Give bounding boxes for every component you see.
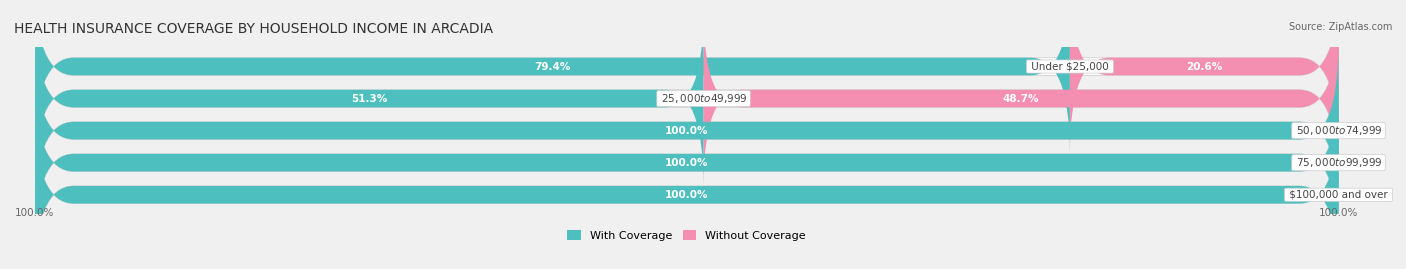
Text: 100.0%: 100.0%: [665, 190, 709, 200]
Text: 100.0%: 100.0%: [665, 158, 709, 168]
Text: 0.0%: 0.0%: [1339, 126, 1365, 136]
FancyBboxPatch shape: [703, 11, 1339, 186]
Text: 100.0%: 100.0%: [665, 126, 709, 136]
FancyBboxPatch shape: [35, 0, 1339, 154]
Text: 0.0%: 0.0%: [1339, 190, 1365, 200]
FancyBboxPatch shape: [35, 75, 1339, 250]
Text: 0.0%: 0.0%: [1339, 158, 1365, 168]
Text: Under $25,000: Under $25,000: [1028, 62, 1112, 72]
Text: 100.0%: 100.0%: [15, 208, 55, 218]
FancyBboxPatch shape: [35, 107, 1339, 269]
FancyBboxPatch shape: [35, 43, 1339, 218]
Text: $50,000 to $74,999: $50,000 to $74,999: [1294, 124, 1384, 137]
Text: $25,000 to $49,999: $25,000 to $49,999: [658, 92, 749, 105]
FancyBboxPatch shape: [35, 11, 703, 186]
Legend: With Coverage, Without Coverage: With Coverage, Without Coverage: [562, 225, 810, 245]
FancyBboxPatch shape: [35, 75, 1339, 250]
FancyBboxPatch shape: [35, 11, 1339, 186]
FancyBboxPatch shape: [1070, 0, 1339, 154]
FancyBboxPatch shape: [35, 0, 1070, 154]
FancyBboxPatch shape: [35, 107, 1339, 269]
Text: $75,000 to $99,999: $75,000 to $99,999: [1294, 156, 1384, 169]
Text: 48.7%: 48.7%: [1002, 94, 1039, 104]
Text: 51.3%: 51.3%: [352, 94, 387, 104]
Text: 79.4%: 79.4%: [534, 62, 571, 72]
FancyBboxPatch shape: [35, 43, 1339, 218]
Text: HEALTH INSURANCE COVERAGE BY HOUSEHOLD INCOME IN ARCADIA: HEALTH INSURANCE COVERAGE BY HOUSEHOLD I…: [14, 22, 494, 36]
Text: 100.0%: 100.0%: [1319, 208, 1358, 218]
Text: 20.6%: 20.6%: [1187, 62, 1222, 72]
Text: Source: ZipAtlas.com: Source: ZipAtlas.com: [1288, 22, 1392, 31]
Text: $100,000 and over: $100,000 and over: [1286, 190, 1391, 200]
